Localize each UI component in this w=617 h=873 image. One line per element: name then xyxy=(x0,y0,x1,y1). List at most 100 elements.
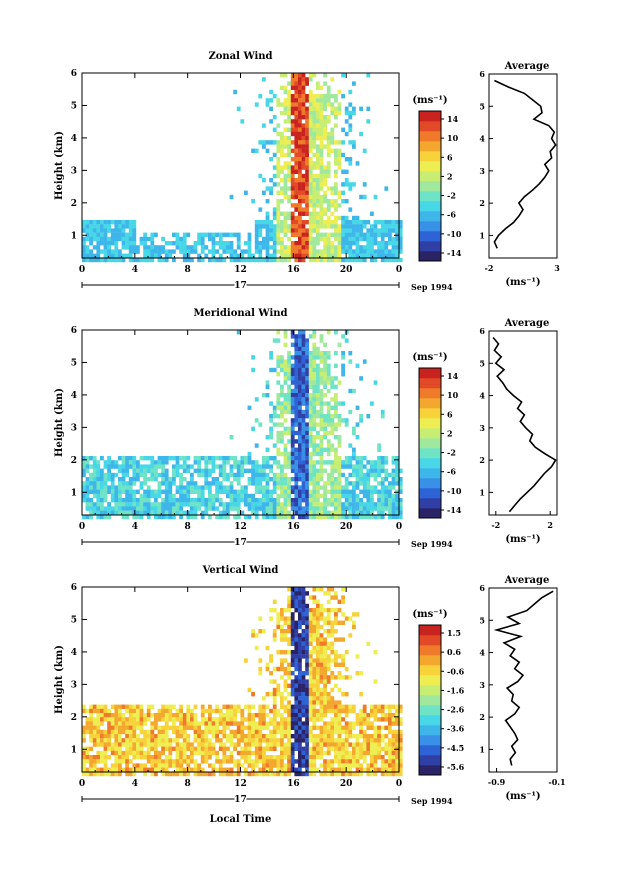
heatmap-cell xyxy=(334,249,338,254)
heatmap-cell xyxy=(186,738,191,743)
heatmap-cell xyxy=(377,241,381,246)
heatmap-cell xyxy=(204,253,209,258)
heatmap-cell xyxy=(305,380,309,385)
heatmap-cell xyxy=(344,675,349,680)
heatmap-cell xyxy=(154,472,158,478)
heatmap-cell xyxy=(272,742,277,747)
heatmap-cell xyxy=(150,477,155,482)
heatmap-cell xyxy=(294,771,299,777)
heatmap-cell xyxy=(132,514,137,520)
heatmap-cell xyxy=(269,430,273,436)
heatmap-cell xyxy=(82,738,86,743)
heatmap-cell xyxy=(269,140,273,145)
heatmap-cell xyxy=(175,502,180,507)
heatmap-cell xyxy=(312,708,317,714)
heatmap-cell xyxy=(316,489,320,494)
heatmap-cell xyxy=(344,199,349,204)
profile-x-label: (ms⁻¹) xyxy=(505,534,540,545)
heatmap-cell xyxy=(254,750,259,756)
heatmap-cell xyxy=(172,477,176,482)
heatmap-cell xyxy=(312,127,317,132)
heatmap-cell xyxy=(193,506,198,511)
heatmap-cell xyxy=(312,612,317,617)
heatmap-cell xyxy=(103,763,108,768)
heatmap-cell xyxy=(103,755,108,760)
heatmap-cell xyxy=(233,464,237,469)
heatmap-cell xyxy=(110,771,115,777)
heatmap-cell xyxy=(334,616,338,621)
heatmap-cell xyxy=(125,502,129,507)
heatmap-cell xyxy=(301,443,306,448)
heatmap-cell xyxy=(276,169,281,174)
heatmap-cell xyxy=(247,725,252,730)
heatmap-cell xyxy=(337,498,342,503)
heatmap-cell xyxy=(384,468,389,473)
heatmap-cell xyxy=(200,241,205,246)
heatmap-cell xyxy=(316,409,320,415)
heatmap-cell xyxy=(326,633,331,638)
heatmap-cell xyxy=(337,414,342,419)
heatmap-cell xyxy=(301,257,306,263)
heatmap-cell xyxy=(204,755,209,760)
heatmap-cell xyxy=(125,742,129,747)
heatmap-cell xyxy=(254,481,259,486)
heatmap-cell xyxy=(287,89,291,95)
heatmap-cell xyxy=(172,721,176,726)
heatmap-cell xyxy=(258,755,263,760)
heatmap-cell xyxy=(312,131,317,137)
heatmap-cell xyxy=(182,771,187,777)
heatmap-cell xyxy=(341,367,345,373)
heatmap-cell xyxy=(316,228,320,233)
heatmap-cell xyxy=(114,489,119,494)
heatmap-cell xyxy=(272,510,277,515)
heatmap-cell xyxy=(229,721,234,726)
heatmap-cell xyxy=(114,704,119,709)
heatmap-cell xyxy=(323,700,327,705)
heatmap-cell xyxy=(240,738,245,743)
heatmap-cell xyxy=(240,456,245,461)
heatmap-cell xyxy=(272,700,277,705)
heatmap-cell xyxy=(366,489,371,494)
heatmap-cell xyxy=(262,514,266,520)
heatmap-cell xyxy=(308,637,313,642)
heatmap-cell xyxy=(330,241,335,246)
heatmap-cell xyxy=(118,506,122,511)
heatmap-cell xyxy=(359,232,363,237)
heatmap-cell xyxy=(330,224,335,229)
heatmap-cell xyxy=(128,506,133,511)
heatmap-cell xyxy=(265,249,270,254)
heatmap-cell xyxy=(362,232,367,237)
heatmap-cell xyxy=(265,725,270,730)
heatmap-cell xyxy=(323,380,327,385)
heatmap-cell xyxy=(222,241,227,246)
heatmap-cell xyxy=(334,94,338,99)
heatmap-cell xyxy=(348,409,353,415)
heatmap-cell xyxy=(326,725,331,730)
heatmap-cell xyxy=(280,472,284,478)
heatmap-cells xyxy=(82,73,403,263)
heatmap-cell xyxy=(161,481,165,486)
heatmap-cell xyxy=(190,464,194,469)
heatmap-cell xyxy=(193,750,198,756)
heatmap-cell xyxy=(330,397,335,402)
heatmap-cell xyxy=(348,89,353,95)
heatmap-cell xyxy=(294,624,299,630)
heatmap-cell xyxy=(301,498,306,503)
heatmap-cell xyxy=(308,127,313,132)
heatmap-cell xyxy=(265,211,270,216)
heatmap-cell xyxy=(96,729,101,735)
heatmap-cell xyxy=(344,489,349,494)
heatmap-cell xyxy=(154,771,158,777)
heatmap-cell xyxy=(298,489,302,494)
heatmap-cell xyxy=(298,77,302,82)
heatmap-cell xyxy=(355,713,360,718)
heatmap-cell xyxy=(283,755,288,760)
heatmap-cell xyxy=(398,498,403,503)
heatmap-cell xyxy=(154,755,158,760)
heatmap-cell xyxy=(377,498,381,503)
heatmap-cell xyxy=(373,236,378,242)
heatmap-cell xyxy=(362,245,367,250)
heatmap-cell xyxy=(215,477,219,482)
heatmap-cell xyxy=(301,220,306,225)
heatmap-cell xyxy=(344,178,349,183)
